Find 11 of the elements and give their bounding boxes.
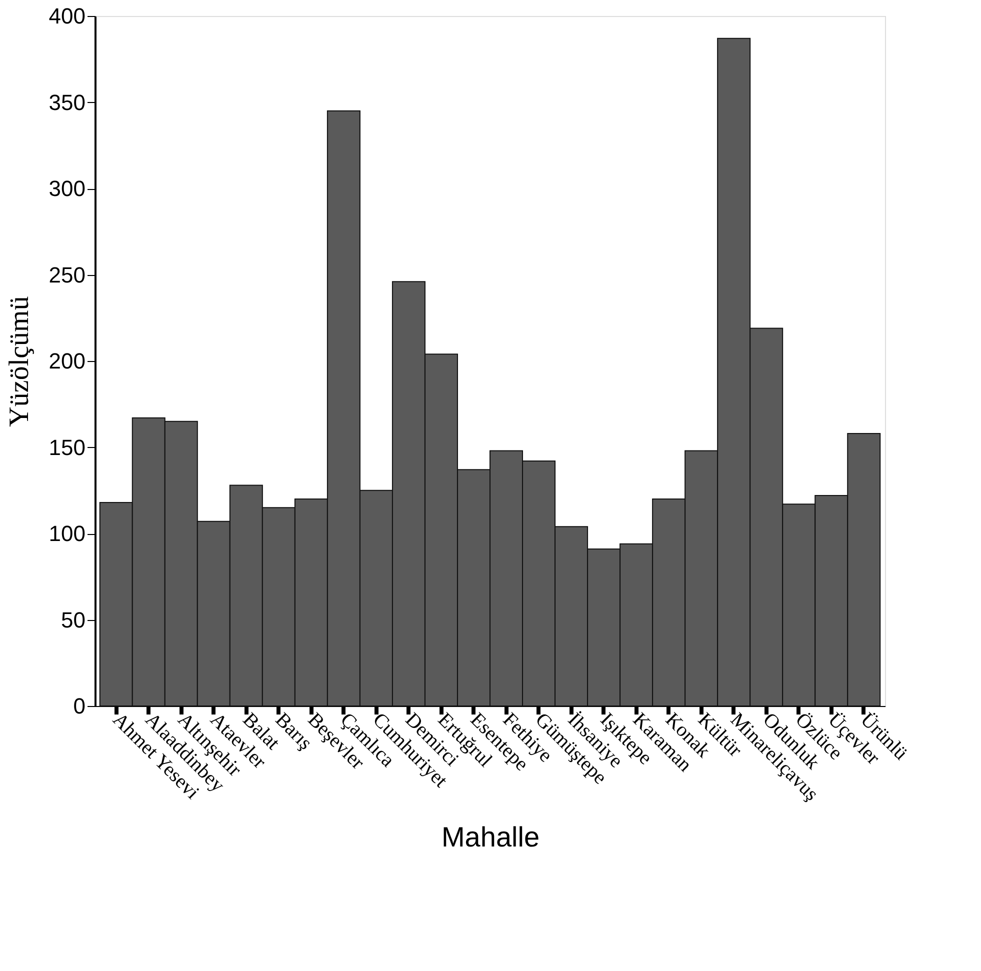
y-tick-label: 0: [73, 694, 86, 718]
y-axis-title: Yüzölçümü: [4, 296, 35, 427]
x-axis-title: Mahalle: [441, 821, 540, 852]
y-tick-label: 150: [48, 434, 86, 460]
y-tick-label: 400: [48, 4, 86, 28]
y-tick-label: 250: [48, 262, 86, 288]
y-tick-label: 200: [48, 348, 86, 374]
y-tick-label: 100: [48, 521, 86, 546]
y-tick-label: 350: [48, 90, 86, 115]
y-tick-label: 50: [61, 607, 86, 632]
y-tick-label: 300: [48, 176, 86, 201]
